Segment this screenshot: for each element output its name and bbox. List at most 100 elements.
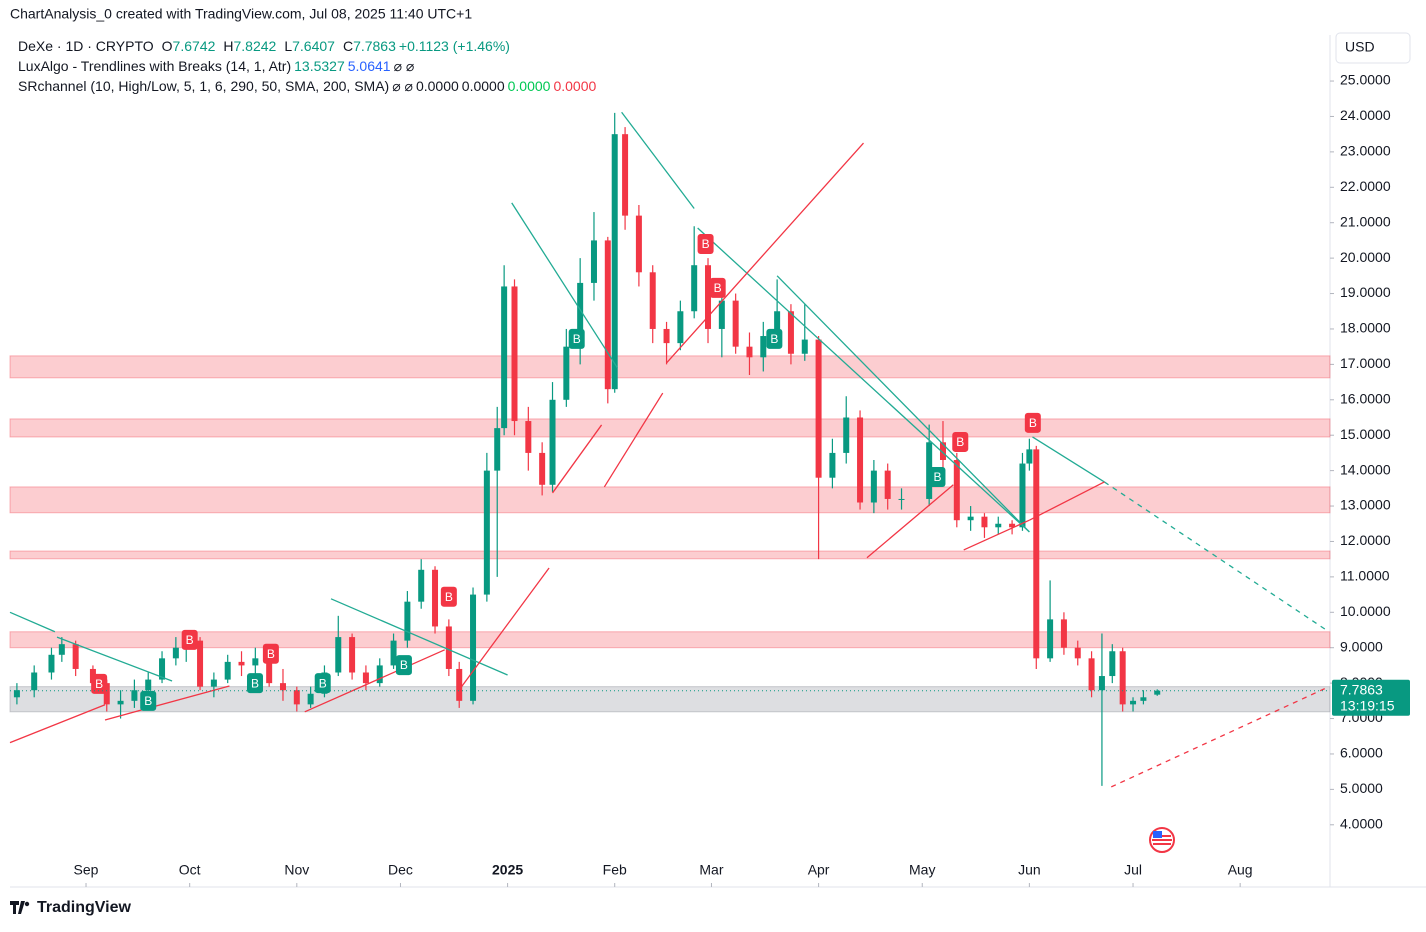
candle-body [172, 647, 179, 659]
y-tick-label: 23.0000 [1340, 143, 1391, 159]
x-tick-label: Dec [388, 862, 413, 878]
flag-icon [1149, 827, 1175, 853]
signal-badge [709, 277, 726, 298]
trendline [697, 227, 1030, 533]
trendline [304, 649, 445, 713]
sr-zone [9, 486, 1331, 514]
candle-body [967, 516, 974, 521]
y-tick-label: 10.0000 [1340, 603, 1391, 619]
candle-body [815, 339, 822, 478]
legend-item: H [223, 38, 233, 54]
candle-body [159, 658, 166, 680]
y-tick-label: 15.0000 [1340, 426, 1391, 442]
candle-body [981, 516, 988, 528]
signal-badge [91, 673, 108, 694]
candle-body [604, 240, 611, 390]
candle-body [622, 134, 629, 216]
signal-label: B [95, 677, 103, 691]
legend-item: 0.0000 [553, 78, 596, 94]
y-tick-label: 11.0000 [1340, 568, 1390, 584]
candle-body [131, 690, 138, 701]
candle-body [663, 328, 670, 344]
candle-body [501, 286, 508, 429]
x-tick-label: 2025 [492, 862, 523, 878]
x-tick-label: Nov [284, 862, 309, 878]
candle-body [843, 417, 850, 453]
signal-badge [568, 328, 585, 349]
sr-zone [9, 631, 1331, 649]
candle-body [48, 654, 55, 673]
candle-body [1130, 700, 1137, 705]
candle-body [691, 265, 698, 312]
legend-item: 0.0000 [462, 78, 505, 94]
candle-body [801, 339, 808, 354]
trendline [1032, 436, 1105, 483]
y-tick-label: 24.0000 [1340, 107, 1391, 123]
candle-body [718, 300, 725, 329]
legend-item: O [162, 38, 173, 54]
candle-body [774, 311, 781, 337]
trendline [666, 142, 864, 364]
candle-body [72, 644, 79, 669]
candle-body [525, 421, 532, 453]
currency[interactable]: USD [1345, 39, 1375, 55]
candle-body [252, 658, 259, 666]
candle-body [746, 346, 753, 358]
currency-box[interactable] [1335, 32, 1411, 64]
signal-badge [929, 467, 946, 487]
candle-body [279, 683, 286, 691]
signal-label: B [186, 633, 194, 647]
candle-body [58, 644, 65, 655]
candle-body [1026, 449, 1033, 464]
candle-body [483, 470, 490, 595]
sr-zone [9, 550, 1331, 560]
candle-body [418, 569, 425, 602]
y-tick-label: 6.0000 [1340, 745, 1383, 761]
signal-badge [314, 673, 331, 694]
trendline [1103, 481, 1330, 633]
trendline [9, 611, 56, 633]
candle-body [1098, 676, 1105, 691]
candle-body [635, 215, 642, 273]
candle-body [1074, 647, 1081, 659]
legend-item: 7.6407 [292, 38, 335, 54]
candle-body [1019, 463, 1026, 528]
y-tick-label: 16.0000 [1340, 390, 1391, 406]
legend-item: 7.7863 [353, 38, 396, 54]
y-tick-label: 4.0000 [1340, 815, 1383, 831]
candle-body [266, 658, 273, 684]
candle-body [445, 626, 452, 669]
signal-label: B [1029, 416, 1037, 430]
brand: TradingView [37, 899, 132, 916]
sr-zone [9, 418, 1331, 438]
candle-body [307, 693, 314, 705]
y-tick-label: 12.0000 [1340, 532, 1391, 548]
legend-item: L [284, 38, 292, 54]
trendline [866, 484, 954, 559]
y-tick-label: 17.0000 [1340, 355, 1391, 371]
x-tick-label: Feb [603, 862, 627, 878]
signal-badge [440, 586, 457, 607]
candle-body [404, 601, 411, 641]
candle-body [224, 661, 231, 680]
trendline [511, 202, 619, 369]
candle-body [1154, 690, 1161, 695]
signal-badge [766, 328, 783, 349]
signal-badge [952, 431, 969, 452]
candle-body [870, 470, 877, 503]
x-tick-label: Apr [808, 862, 830, 878]
y-tick-label: 9.0000 [1340, 638, 1383, 654]
candle-body [590, 240, 597, 283]
y-tick-label: 22.0000 [1340, 178, 1391, 194]
y-tick-label: 14.0000 [1340, 461, 1391, 477]
candle-body [939, 442, 946, 460]
candle-body [238, 661, 245, 666]
legend-item: 7.8242 [233, 38, 276, 54]
trendline [458, 567, 550, 691]
price-label: 7.7863 [1340, 681, 1383, 697]
y-tick-label: 25.0000 [1340, 72, 1391, 88]
candle-body [293, 690, 300, 705]
y-tick-label: 18.0000 [1340, 320, 1391, 336]
